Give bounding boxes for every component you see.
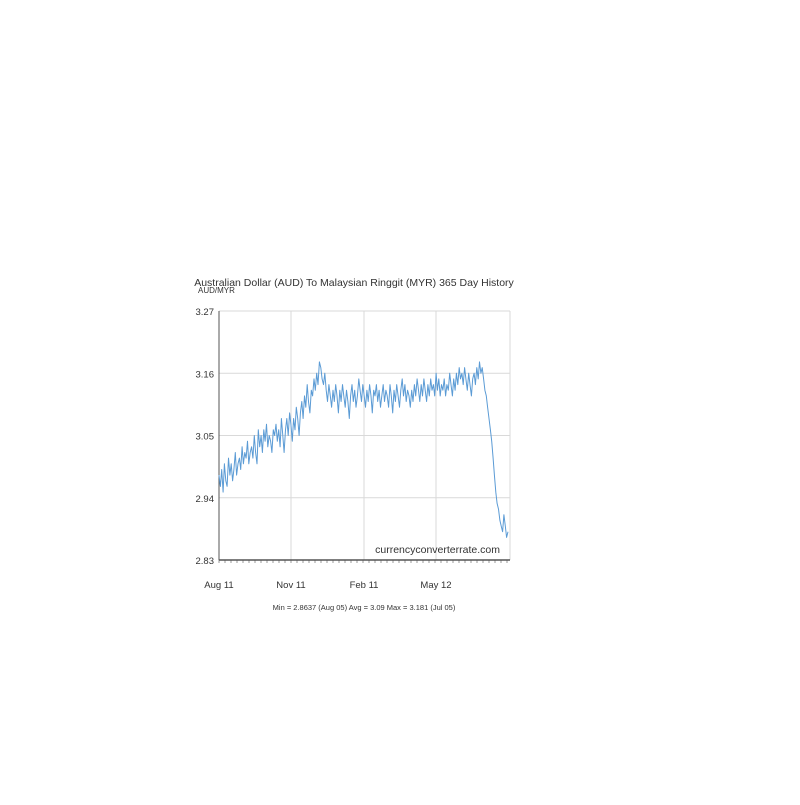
axes (218, 311, 510, 563)
summary-stats: Min = 2.8637 (Aug 05) Avg = 3.09 Max = 3… (273, 603, 456, 612)
y-tick-label: 3.05 (196, 432, 215, 443)
y-tick-label: 2.83 (196, 556, 215, 567)
y-tick-label: 2.94 (196, 494, 215, 505)
y-axis-label: AUD/MYR (198, 286, 235, 295)
y-tick-labels: 3.27 3.16 3.05 2.94 2.83 (196, 307, 215, 567)
y-tick-label: 3.27 (196, 307, 215, 318)
x-tick-label: May 12 (420, 580, 451, 591)
x-tick-labels: Aug 11 Nov 11 Feb 11 May 12 (204, 580, 451, 591)
x-tick-label: Aug 11 (204, 580, 233, 591)
chart-title: Australian Dollar (AUD) To Malaysian Rin… (194, 277, 514, 289)
x-tick-label: Feb 11 (350, 580, 379, 591)
series-line (218, 361, 509, 538)
x-tick-label: Nov 11 (276, 580, 305, 591)
watermark: currencyconverterrate.com (375, 544, 500, 556)
y-tick-label: 3.16 (196, 369, 215, 380)
grid (218, 310, 511, 561)
